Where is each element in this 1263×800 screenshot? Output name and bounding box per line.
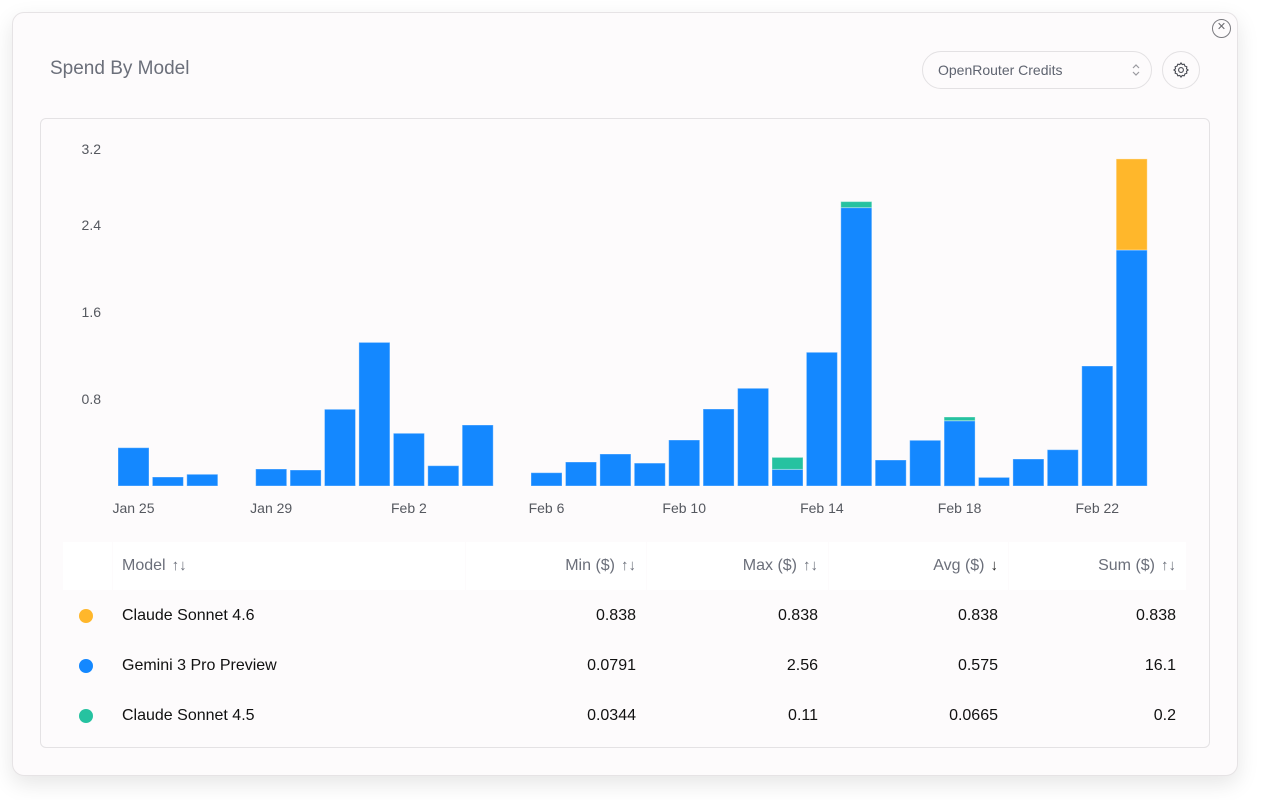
bar-gemini-3-pro-preview-feb-19[interactable] [978, 476, 1010, 487]
min-value: 0.0344 [587, 707, 636, 724]
table-row[interactable]: Gemini 3 Pro Preview 0.0791 2.56 0.575 1… [63, 641, 1186, 691]
min-value: 0.0791 [587, 657, 636, 674]
bar-gemini-3-pro-preview-feb-1[interactable] [358, 341, 391, 487]
y-tick-label: 1.6 [82, 304, 102, 320]
x-tick-label: Feb 2 [391, 500, 427, 516]
avg-value: 0.838 [957, 607, 998, 624]
x-tick-label: Feb 14 [800, 500, 844, 516]
y-tick-label: 3.2 [82, 141, 102, 157]
x-tick-label: Feb 22 [1076, 500, 1120, 516]
bar-gemini-3-pro-preview-feb-2[interactable] [392, 432, 425, 487]
series-color-dot [79, 709, 93, 723]
bar-gemini-3-pro-preview-jan-30[interactable] [289, 469, 322, 487]
bar-gemini-3-pro-preview-feb-23[interactable] [1115, 249, 1148, 487]
bar-gemini-3-pro-preview-feb-9[interactable] [633, 462, 666, 487]
bar-gemini-3-pro-preview-feb-10[interactable] [668, 439, 701, 487]
bar-gemini-3-pro-preview-feb-13[interactable] [771, 468, 804, 487]
sort-both-icon: ↑↓ [621, 557, 636, 574]
bar-claude-sonnet-4-5-feb-15[interactable] [840, 201, 873, 209]
bar-gemini-3-pro-preview-jan-26[interactable] [151, 476, 184, 487]
sort-both-icon: ↑↓ [803, 557, 818, 574]
chevron-up-down-icon [1132, 64, 1140, 76]
x-tick-label: Feb 18 [938, 500, 982, 516]
chart-panel [40, 118, 1210, 748]
sum-value: 0.838 [1135, 607, 1176, 624]
x-tick-label: Feb 6 [529, 500, 565, 516]
credits-select-value: OpenRouter Credits [938, 62, 1063, 78]
min-value: 0.838 [595, 607, 636, 624]
bar-gemini-3-pro-preview-feb-12[interactable] [737, 387, 770, 487]
bar-claude-sonnet-4-5-feb-13[interactable] [771, 456, 804, 470]
spend-chart: 0.8 1.6 2.4 3.2 Jan 25 Jan 29 Feb 2 Feb 6 Feb 1… [82, 141, 1148, 516]
bar-gemini-3-pro-preview-feb-17[interactable] [909, 439, 942, 487]
table-row[interactable]: Claude Sonnet 4.6 0.838 0.838 0.838 0.83… [63, 591, 1186, 641]
bar-claude-sonnet-4-5-feb-18[interactable] [943, 416, 976, 422]
header-max[interactable]: Max ($) ↑↓ [647, 542, 828, 590]
card-title: Spend By Model [50, 58, 190, 79]
sort-both-icon: ↑↓ [1161, 557, 1176, 574]
settings-button[interactable] [1162, 51, 1200, 89]
header-min[interactable]: Min ($) ↑↓ [466, 542, 646, 590]
credits-select[interactable]: OpenRouter Credits [922, 51, 1152, 89]
model-name: Claude Sonnet 4.5 [122, 707, 255, 724]
y-tick-label: 2.4 [82, 217, 102, 233]
sort-both-icon: ↑↓ [171, 557, 187, 574]
table-header: Model ↑↓ Min ($) ↑↓ Max ($) ↑↓ Avg ($) ↓ Sum… [63, 542, 1186, 590]
bar-gemini-3-pro-preview-feb-21[interactable] [1046, 449, 1079, 487]
bar-gemini-3-pro-preview-jan-31[interactable] [324, 408, 356, 487]
bar-gemini-3-pro-preview-feb-4[interactable] [461, 424, 494, 487]
header-min-label: Min ($) [565, 557, 615, 574]
gear-icon [1173, 62, 1189, 78]
header-sum[interactable]: Sum ($) ↑↓ [1009, 542, 1186, 590]
bar-gemini-3-pro-preview-feb-7[interactable] [565, 461, 597, 487]
bar-gemini-3-pro-preview-feb-3[interactable] [427, 465, 460, 487]
header-model-label: Model [122, 557, 166, 574]
bar-gemini-3-pro-preview-feb-11[interactable] [702, 408, 735, 487]
sum-value: 0.2 [1153, 707, 1176, 724]
max-value: 0.838 [777, 607, 818, 624]
max-value: 0.11 [788, 707, 818, 724]
bar-claude-sonnet-4-6-feb-23[interactable] [1115, 158, 1148, 251]
bar-gemini-3-pro-preview-feb-22[interactable] [1081, 365, 1114, 487]
avg-value: 0.575 [957, 657, 998, 674]
sort-desc-icon: ↓ [990, 557, 999, 574]
bar-gemini-3-pro-preview-feb-16[interactable] [874, 459, 907, 487]
header-model[interactable]: Model ↑↓ [113, 542, 465, 590]
bar-gemini-3-pro-preview-jan-27[interactable] [186, 473, 219, 487]
sum-value: 16.1 [1144, 657, 1176, 674]
series-color-dot [79, 659, 93, 673]
bar-gemini-3-pro-preview-feb-8[interactable] [599, 453, 632, 487]
y-tick-label: 0.8 [82, 391, 102, 407]
header-avg[interactable]: Avg ($) ↓ [829, 542, 1008, 590]
x-tick-label: Jan 25 [112, 500, 154, 516]
x-tick-label: Jan 29 [250, 500, 292, 516]
table-row[interactable]: Claude Sonnet 4.5 0.0344 0.11 0.0665 0.2 [63, 691, 1186, 741]
header-sum-label: Sum ($) [1098, 557, 1155, 574]
header-max-label: Max ($) [742, 557, 797, 574]
bar-gemini-3-pro-preview-feb-20[interactable] [1012, 458, 1045, 487]
bar-gemini-3-pro-preview-jan-29[interactable] [255, 468, 288, 487]
bar-gemini-3-pro-preview-feb-6[interactable] [530, 472, 563, 487]
header-color-col [63, 542, 112, 590]
max-value: 2.56 [786, 657, 818, 674]
bar-gemini-3-pro-preview-feb-14[interactable] [805, 351, 838, 487]
close-icon[interactable]: ✕ [1212, 19, 1231, 38]
bar-gemini-3-pro-preview-feb-15[interactable] [840, 207, 873, 487]
avg-value: 0.0665 [949, 707, 998, 724]
model-name: Claude Sonnet 4.6 [122, 607, 255, 624]
header-avg-label: Avg ($) [933, 557, 985, 574]
series-color-dot [79, 609, 93, 623]
model-name: Gemini 3 Pro Preview [122, 657, 277, 674]
bar-gemini-3-pro-preview-jan-25[interactable] [117, 447, 150, 487]
bar-gemini-3-pro-preview-feb-18[interactable] [943, 420, 976, 487]
x-tick-label: Feb 10 [662, 500, 706, 516]
